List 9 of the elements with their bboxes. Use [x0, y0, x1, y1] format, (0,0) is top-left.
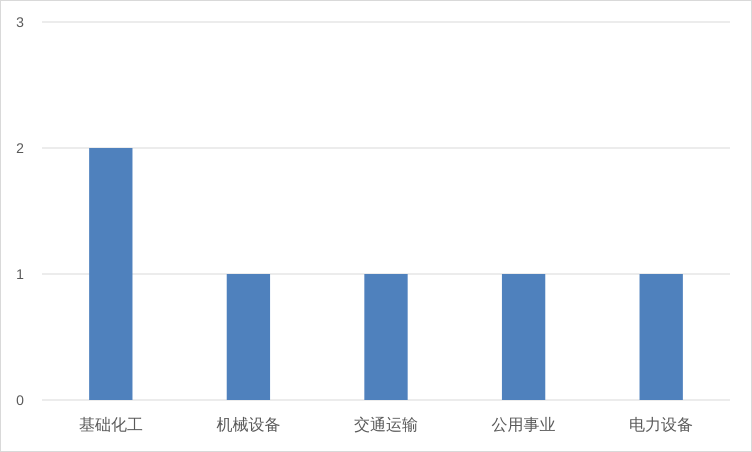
x-tick-label: 公用事业	[492, 416, 556, 434]
y-tick-label: 3	[16, 14, 24, 30]
x-tick-label: 基础化工	[78, 416, 143, 434]
x-tick-label: 交通运输	[354, 416, 418, 434]
y-tick-label: 0	[16, 392, 24, 408]
y-tick-label: 2	[16, 140, 24, 156]
x-tick-label: 电力设备	[629, 416, 694, 434]
x-tick-label: 机械设备	[216, 416, 280, 434]
y-tick-label: 1	[16, 266, 24, 282]
